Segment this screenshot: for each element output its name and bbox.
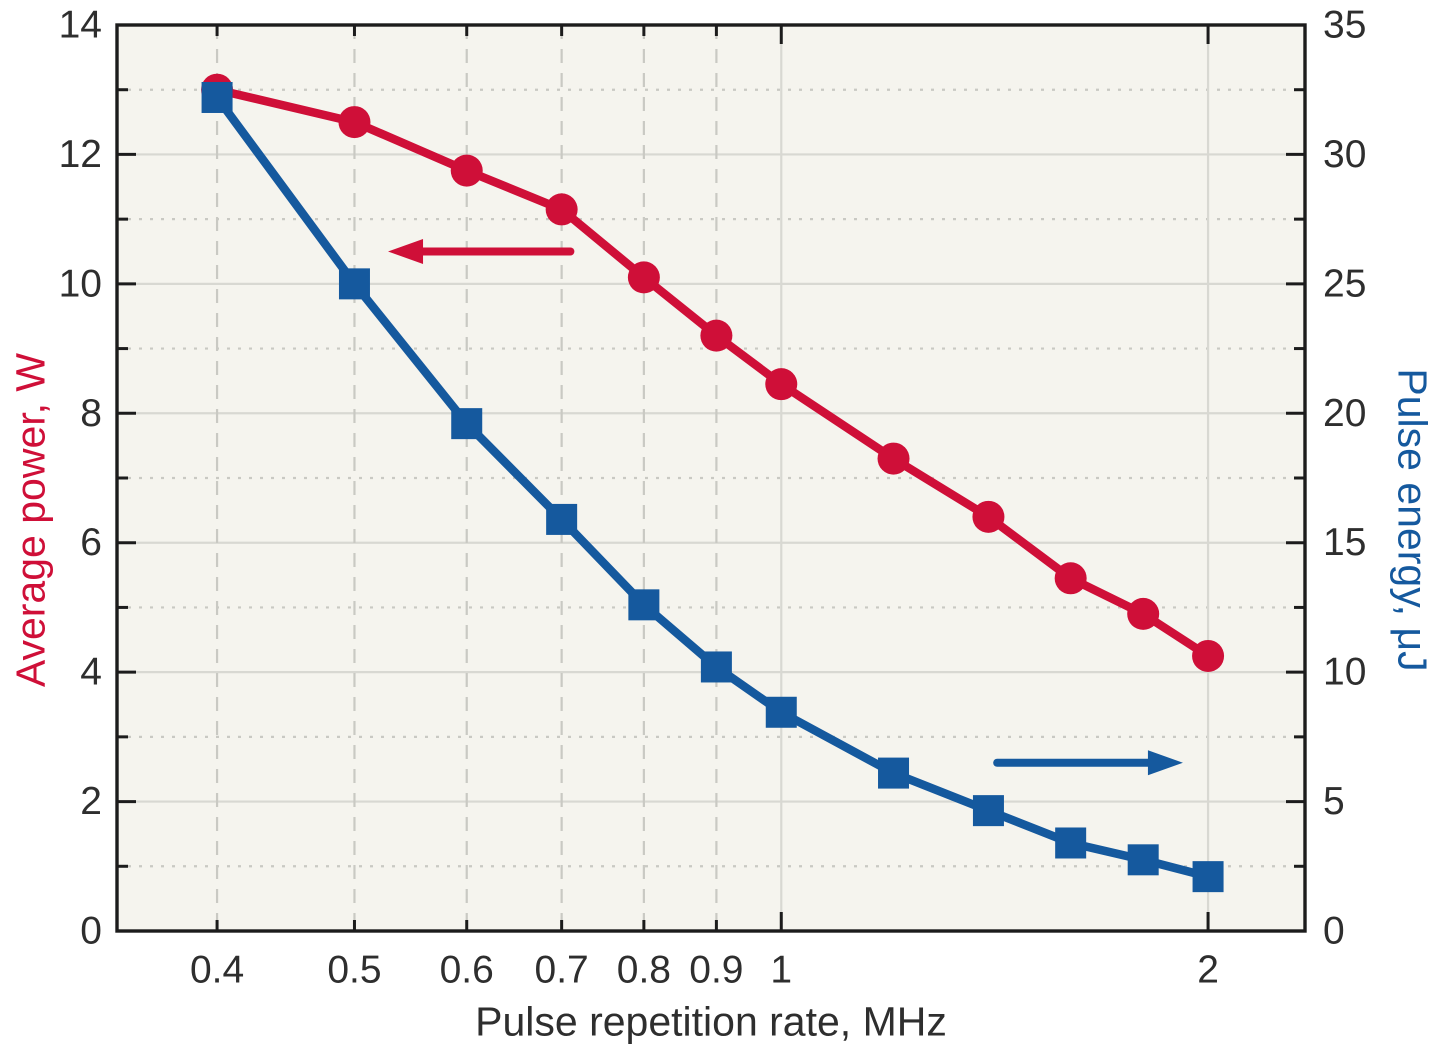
pulse-energy-point [972,795,1004,827]
x-tick-label: 0.9 [689,949,743,992]
right-axis-title: Pulse energy, μJ [1389,368,1436,672]
x-tick-label: 1 [770,949,792,992]
avg-power-point [972,500,1005,533]
right-axis-arrow [993,750,1183,776]
y-right-tick-label: 15 [1323,521,1366,564]
y-left-tick-label: 8 [80,392,102,435]
pulse-energy-point [878,757,910,789]
y-right-tick-label: 5 [1323,780,1345,823]
pulse-energy-point [201,81,233,113]
avg-power-point [765,368,798,401]
avg-power-point [700,319,733,352]
x-tick-label: 0.8 [617,949,671,992]
x-tick-label: 0.6 [440,949,494,992]
y-right-tick-label: 10 [1323,651,1366,694]
avg-power-point [1127,597,1160,630]
left-axis-arrow [388,239,575,264]
pulse-energy-point [765,696,797,728]
right-axis-arrow-head [1147,750,1183,776]
pulse-energy-point [1192,861,1224,893]
left-axis-title: Average power, W [7,352,54,688]
x-tick-label: 0.7 [535,949,589,992]
y-right-tick-label: 35 [1323,4,1366,47]
y-left-tick-label: 10 [59,262,102,305]
x-tick-label: 0.5 [327,949,381,992]
avg-power-point [1192,639,1225,672]
y-right-tick-label: 20 [1323,392,1366,435]
y-right-tick-label: 25 [1323,262,1366,305]
pulse-energy-point [1127,844,1159,876]
y-left-tick-label: 12 [59,133,102,176]
avg-power-point [545,193,578,226]
left-axis-arrow-head [388,239,424,264]
avg-power-point [450,154,483,187]
y-left-tick-label: 6 [80,521,102,564]
y-left-tick-label: 4 [80,651,102,694]
pulse-energy-point [338,268,370,300]
avg-power-point [877,442,910,475]
pulse-energy-point [1055,827,1087,859]
y-right-tick-label: 30 [1323,133,1366,176]
pulse-energy-point [451,408,483,440]
pulse-energy-series [201,81,1224,893]
y-left-tick-label: 2 [80,780,102,823]
y-left-tick-label: 0 [80,910,102,953]
axis-ticks [117,23,1305,933]
pulse-energy-point [700,651,732,683]
x-tick-label: 0.4 [190,949,244,992]
y-left-tick-label: 14 [59,4,102,47]
tick-labels: 0.4 0.5 0.6 0.7 0.8 0.9 1 202468101214051015202… [59,4,1367,992]
pulse-energy-point [628,589,660,621]
pulse-energy-point [546,503,578,535]
y-right-tick-label: 0 [1323,910,1345,953]
x-tick-label: 2 [1197,949,1219,992]
avg-power-point [338,106,371,139]
x-axis-title: Pulse repetition rate, MHz [475,998,947,1045]
avg-power-point [1054,562,1087,595]
avg-power-point [627,261,660,294]
